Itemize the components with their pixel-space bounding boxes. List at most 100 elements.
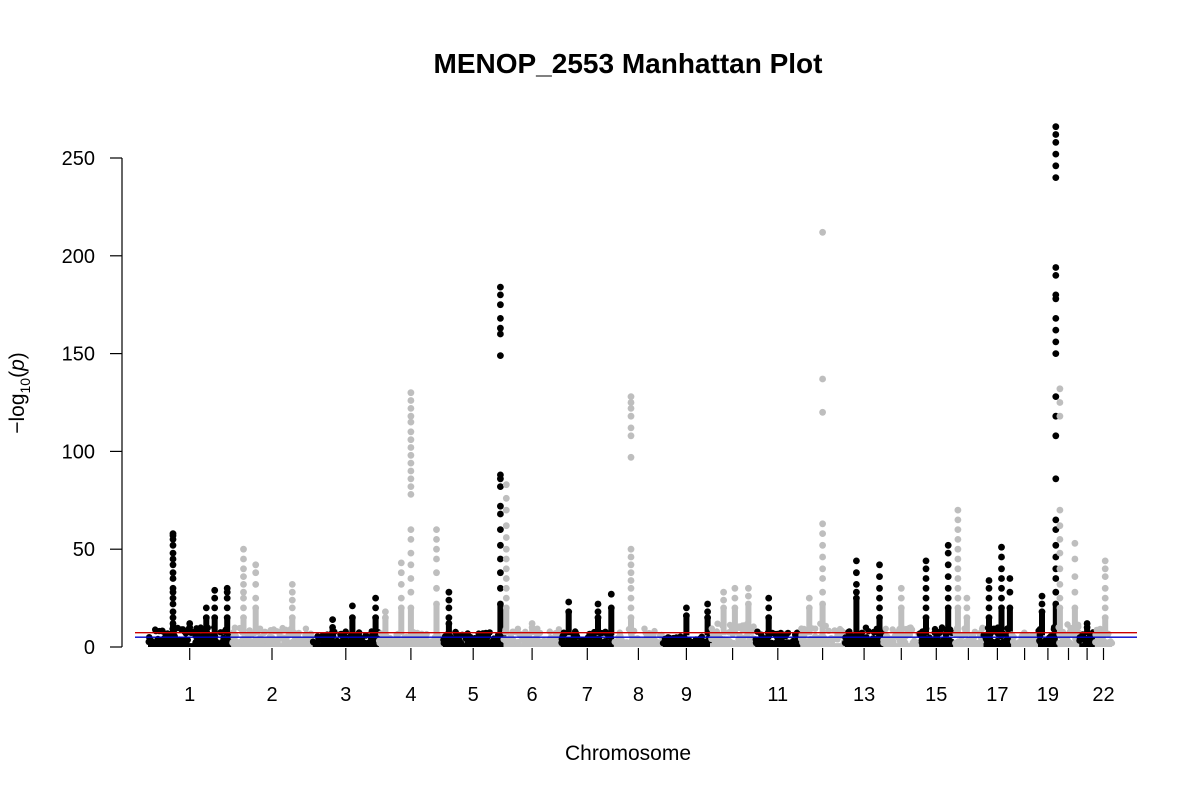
- point-chr2: [246, 637, 253, 644]
- point-chr17: [987, 636, 994, 643]
- point-chr17: [998, 543, 1005, 551]
- point-chr6: [504, 639, 512, 647]
- point-chr19: [1052, 264, 1060, 271]
- point-chr19: [1052, 123, 1060, 131]
- point-chr7: [591, 639, 598, 647]
- point-chr7: [607, 590, 615, 598]
- point-chr1: [173, 639, 180, 647]
- point-chr14: [897, 584, 905, 592]
- point-chr4: [407, 561, 415, 569]
- x-axis: 1 2 3 4 5 6 7 8 9 11 13 15 17 19 22: [184, 648, 1115, 706]
- point-chr1: [169, 555, 177, 563]
- point-chr8: [650, 630, 657, 638]
- point-chr7: [596, 639, 603, 647]
- point-chr5: [452, 638, 459, 645]
- point-chr2: [240, 581, 247, 588]
- point-chr5: [445, 604, 453, 612]
- point-chr2: [246, 631, 254, 638]
- point-chr4: [407, 475, 415, 483]
- y-axis-label: −log10(p): [6, 352, 33, 434]
- peak-column-chr1: [211, 617, 218, 636]
- point-chr18: [1016, 639, 1024, 646]
- point-chr6: [523, 637, 530, 644]
- point-chr4: [407, 459, 415, 467]
- point-chr1: [169, 614, 177, 622]
- point-chr6: [502, 555, 510, 563]
- point-chr19: [1052, 541, 1060, 549]
- point-chr18: [1030, 639, 1038, 647]
- x-tick-label: 4: [405, 684, 416, 706]
- point-chr3: [323, 637, 330, 644]
- point-chr14: [906, 624, 913, 632]
- point-chr8: [647, 639, 654, 647]
- peak-column-chr6: [529, 627, 536, 636]
- point-chr1: [202, 604, 210, 612]
- peak-column-chr10: [720, 607, 727, 636]
- point-chr4: [407, 389, 415, 397]
- point-chr2: [252, 594, 260, 602]
- point-chr1: [169, 594, 177, 602]
- point-chr12: [812, 633, 819, 640]
- point-chr6: [502, 594, 510, 602]
- point-chr13: [862, 624, 870, 631]
- point-chr5: [440, 636, 447, 644]
- point-chr4: [407, 451, 415, 459]
- point-chr19: [1052, 575, 1060, 582]
- peak-column-chr17: [1006, 607, 1013, 636]
- point-chr4: [433, 569, 440, 577]
- point-chr12: [819, 520, 826, 528]
- point-chr12: [819, 565, 826, 573]
- point-chr19: [1052, 475, 1060, 483]
- point-chr17: [998, 594, 1005, 602]
- point-chr19: [1052, 174, 1060, 182]
- point-chr4: [407, 588, 415, 596]
- point-chr6: [502, 565, 510, 573]
- peak-column-chr12: [819, 604, 826, 636]
- point-chr4: [433, 555, 440, 563]
- point-chr20: [1060, 638, 1068, 646]
- point-chr6: [502, 506, 510, 514]
- point-chr2: [259, 637, 267, 644]
- point-chr2: [279, 624, 286, 632]
- baseline-band-chr15: [919, 643, 954, 647]
- point-chr10: [731, 594, 739, 602]
- point-chr8: [627, 604, 635, 612]
- point-chr16: [954, 555, 962, 563]
- point-chr20: [1056, 594, 1064, 602]
- point-chr17: [985, 594, 993, 602]
- point-chr1: [211, 594, 219, 602]
- point-chr1: [210, 637, 217, 644]
- point-chr16: [954, 506, 962, 514]
- point-chr13: [853, 588, 860, 596]
- point-chr4: [397, 569, 405, 577]
- point-chr2: [252, 581, 260, 588]
- peak-column-chr1: [224, 617, 231, 636]
- point-chr15: [944, 573, 952, 580]
- point-chr20: [1056, 412, 1064, 420]
- point-chr6: [531, 639, 538, 647]
- x-axis-label: Chromosome: [565, 742, 691, 765]
- peak-column-chr3: [349, 617, 356, 636]
- point-chr4: [407, 444, 415, 451]
- point-chr5: [497, 352, 504, 359]
- baseline-band-chr2: [231, 643, 313, 647]
- point-chr5: [445, 588, 453, 596]
- point-chr4: [405, 639, 413, 647]
- peak-column-chr6: [503, 607, 510, 636]
- point-chr13: [853, 569, 860, 577]
- point-chr9: [687, 639, 694, 647]
- peak-column-chr17: [986, 617, 992, 636]
- point-chr15: [922, 557, 930, 565]
- point-chr4: [429, 638, 437, 645]
- point-chr2: [276, 632, 283, 639]
- point-chr9: [704, 600, 711, 608]
- point-chr16: [963, 604, 971, 612]
- point-chr4: [407, 418, 415, 426]
- point-chr16: [954, 516, 962, 524]
- point-chr9: [665, 639, 673, 647]
- point-chr8: [627, 399, 635, 406]
- point-chr7: [573, 633, 580, 640]
- peak-column-chr10: [731, 607, 738, 636]
- x-tick-label: 1: [184, 684, 195, 706]
